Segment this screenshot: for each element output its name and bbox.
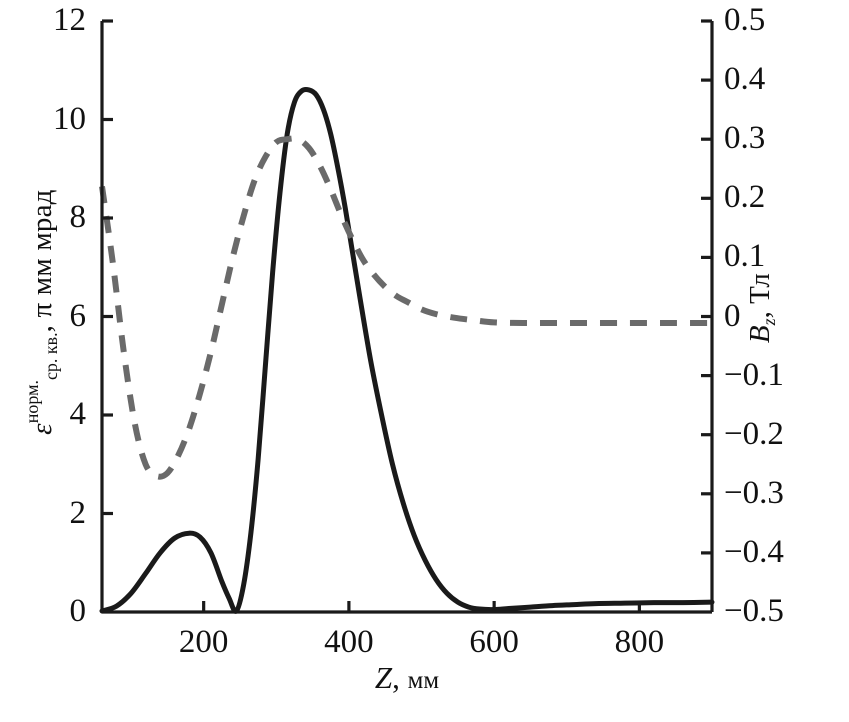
y-ticklabel-right: 0.1 — [724, 238, 766, 275]
x-ticklabel: 400 — [324, 624, 374, 660]
x-axis-symbol: Z — [374, 660, 393, 695]
y-ticklabel-right: −0.4 — [724, 533, 784, 570]
y-ticklabel-left: 6 — [69, 297, 87, 334]
axes-frame-layer — [100, 19, 714, 614]
y-ticklabel-right: −0.5 — [724, 593, 784, 629]
y-ticklabel-right: 0.5 — [724, 2, 766, 38]
y-axis-left-subscript: ср. кв. — [41, 332, 62, 381]
y-axis-left-unit: π мм мрад — [25, 189, 58, 318]
y-axis-right-label: Bz, Тл — [744, 158, 780, 458]
y-ticklabel-left: 2 — [69, 494, 87, 531]
y-ticklabel-right: 0 — [724, 297, 741, 334]
series-line-2 — [99, 135, 712, 480]
x-ticklabel: 800 — [614, 624, 665, 660]
x-ticklabel: 600 — [469, 624, 519, 660]
y-axis-right-comma: , — [743, 303, 776, 319]
series-line-1 — [99, 86, 715, 614]
y-axis-left-label: εнорм.ср. кв., π мм мрад — [22, 82, 62, 542]
y-ticklabel-right: 0.2 — [724, 179, 766, 216]
y-ticklabel-right: −0.3 — [724, 474, 784, 511]
y-ticklabel-right: 0.4 — [724, 61, 766, 98]
y-axis-left-comma: , — [25, 317, 58, 333]
y-ticklabel-right: 0.3 — [724, 120, 766, 157]
y-axis-right-subscript: z — [759, 318, 780, 326]
y-ticklabel-left: 4 — [69, 396, 87, 432]
series-layer — [99, 86, 715, 614]
y-ticklabel-left: 0 — [69, 593, 87, 629]
y-ticklabel-left: 12 — [53, 2, 86, 38]
x-ticklabel: 200 — [178, 624, 229, 660]
y-axis-left-symbol: ε — [25, 423, 58, 435]
y-axis-right-unit: Тл — [743, 273, 776, 304]
y-axis-left-superscript: норм. — [21, 380, 42, 424]
y-ticklabel-left: 10 — [53, 100, 86, 137]
y-ticklabel-left: 8 — [69, 199, 87, 235]
y-ticklabel-right: −0.1 — [724, 356, 784, 393]
x-axis-label: Z, мм — [102, 660, 712, 696]
x-axis-unit: мм — [407, 667, 440, 694]
y-axis-right-symbol: B — [743, 325, 776, 344]
y-ticklabel-right: −0.2 — [724, 415, 784, 452]
x-axis-comma: , — [392, 660, 408, 695]
